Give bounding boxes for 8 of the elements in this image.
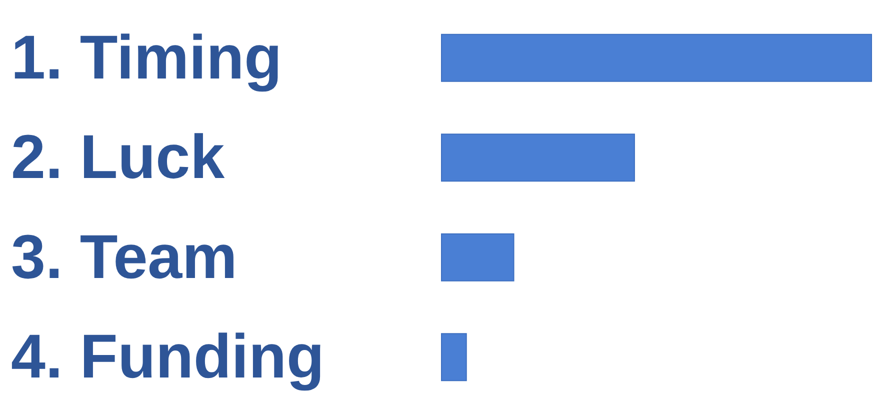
bar bbox=[441, 233, 514, 282]
bar bbox=[441, 333, 467, 382]
y-tick-label: 1. Timing bbox=[11, 23, 282, 92]
bar bbox=[441, 34, 872, 82]
y-tick-label: 3. Team bbox=[11, 222, 238, 292]
y-tick-label: 4. Funding bbox=[11, 322, 324, 392]
bar bbox=[441, 134, 635, 182]
y-tick-label: 2. Luck bbox=[11, 123, 226, 192]
